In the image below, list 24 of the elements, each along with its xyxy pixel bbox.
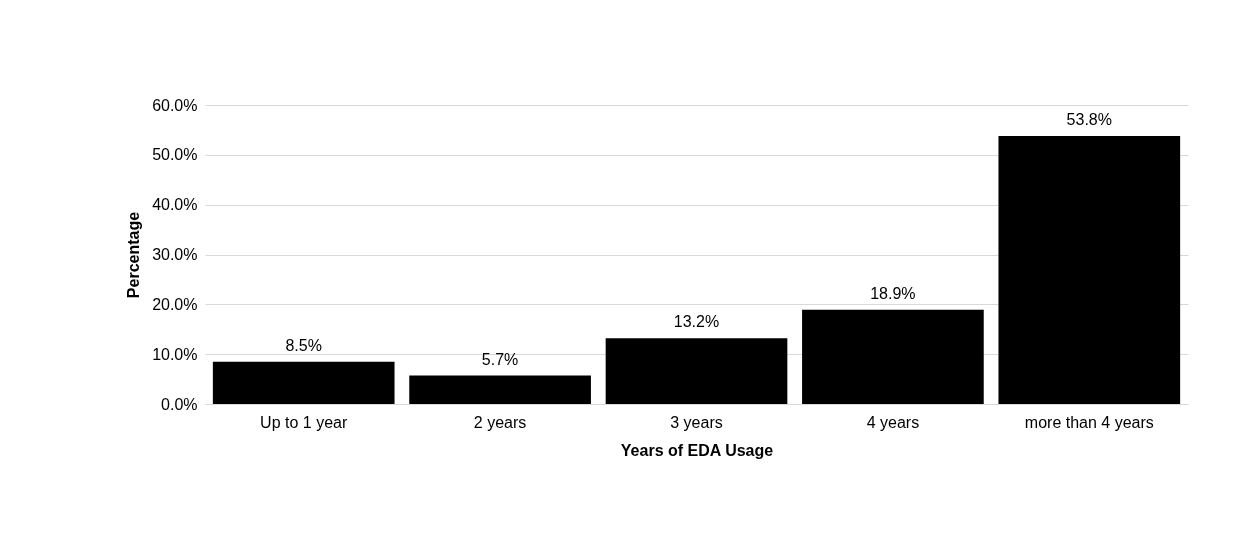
bar: [802, 309, 984, 404]
y-tick-label: 10.0%: [152, 345, 198, 363]
bar: [212, 361, 395, 404]
data-label: 5.7%: [481, 350, 519, 368]
y-tick-label: 60.0%: [152, 96, 198, 114]
x-tick-label: 2 years: [473, 413, 527, 431]
y-tick-label: 40.0%: [152, 196, 198, 214]
x-tick-label: more than 4 years: [1024, 413, 1154, 431]
bar: [605, 338, 788, 404]
data-label: 53.8%: [1066, 110, 1112, 128]
y-axis-title: Percentage: [125, 211, 143, 299]
x-tick-label: Up to 1 year: [260, 413, 348, 431]
data-label: 18.9%: [870, 284, 916, 302]
y-tick-label: 0.0%: [161, 395, 198, 413]
x-tick-label: 4 years: [866, 413, 920, 431]
x-tick-label: 3 years: [670, 413, 723, 431]
data-label: 13.2%: [673, 313, 720, 331]
x-axis-title: Years of EDA Usage: [620, 441, 774, 459]
data-label: 8.5%: [285, 336, 322, 354]
bar: [998, 135, 1181, 404]
y-tick-label: 50.0%: [152, 146, 198, 164]
y-tick-label: 20.0%: [152, 295, 198, 313]
y-tick-label: 30.0%: [152, 246, 198, 263]
bar: [409, 375, 591, 404]
